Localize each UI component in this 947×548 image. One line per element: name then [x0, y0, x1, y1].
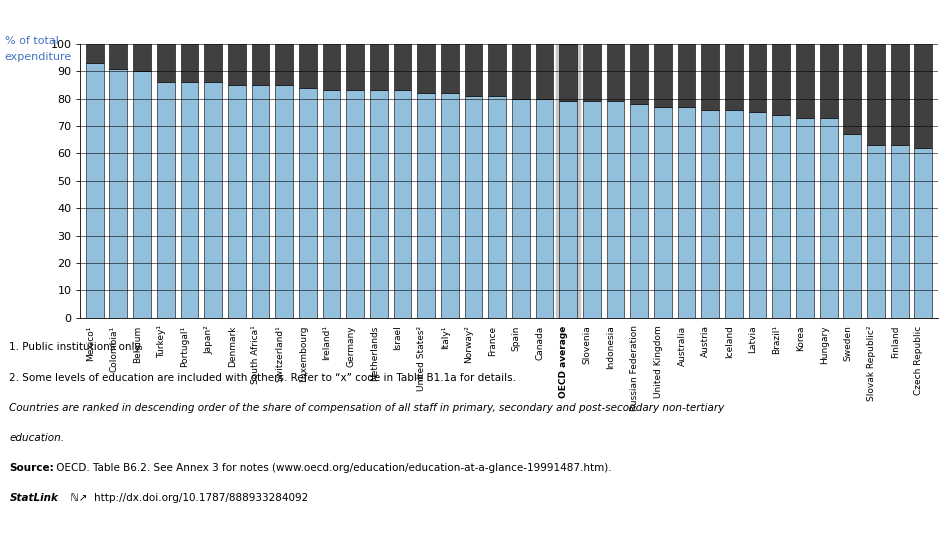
Text: 2. Some levels of education are included with others. Refer to “x” code in Table: 2. Some levels of education are included… [9, 373, 516, 383]
Bar [441, 93, 458, 318]
Bar [489, 96, 506, 318]
Bar [725, 110, 742, 318]
Bar [749, 112, 766, 318]
Bar [394, 90, 411, 318]
Bar [394, 44, 411, 90]
Bar [134, 44, 151, 71]
Bar [205, 82, 222, 318]
Bar [820, 44, 837, 118]
Bar [607, 101, 624, 318]
Bar [418, 93, 435, 318]
Bar [844, 134, 861, 318]
Bar [418, 44, 435, 93]
Bar [512, 99, 529, 318]
Bar [796, 118, 813, 318]
Bar [465, 44, 482, 96]
Bar [228, 85, 245, 318]
Bar [347, 44, 364, 90]
Bar [915, 148, 932, 318]
Bar [465, 96, 482, 318]
Bar [441, 44, 458, 93]
Text: OECD. Table B6.2. See Annex 3 for notes (www.oecd.org/education/education-at-a-g: OECD. Table B6.2. See Annex 3 for notes … [53, 463, 612, 473]
Bar [110, 68, 127, 318]
Bar [560, 44, 577, 101]
Bar [557, 44, 580, 318]
Bar [891, 44, 908, 145]
Bar [299, 44, 316, 88]
Bar [583, 44, 600, 101]
Bar [915, 44, 932, 148]
Bar [867, 44, 884, 145]
Bar [370, 90, 387, 318]
Bar [157, 44, 174, 82]
Bar [654, 107, 671, 318]
Bar [252, 85, 269, 318]
Bar [654, 44, 671, 107]
Bar [489, 44, 506, 96]
Bar [773, 115, 790, 318]
Bar [228, 44, 245, 85]
Bar [276, 44, 293, 85]
Text: Source:: Source: [9, 463, 54, 473]
Bar [299, 88, 316, 318]
Bar [844, 44, 861, 134]
Bar [205, 44, 222, 82]
Bar [323, 44, 340, 90]
Text: Countries are ranked in descending order of the share of compensation of all sta: Countries are ranked in descending order… [9, 403, 724, 413]
Bar [512, 44, 529, 99]
Bar [86, 63, 103, 318]
Bar [702, 110, 719, 318]
Text: StatLink: StatLink [9, 493, 59, 503]
Bar [607, 44, 624, 101]
Bar [678, 44, 695, 107]
Bar [725, 44, 742, 110]
Bar [252, 44, 269, 85]
Text: % of total: % of total [5, 36, 59, 45]
Bar [134, 71, 151, 318]
Bar [702, 44, 719, 110]
Bar [181, 82, 198, 318]
Text: education.: education. [9, 433, 64, 443]
Bar [796, 44, 813, 118]
Bar [678, 107, 695, 318]
Bar [560, 101, 577, 318]
Bar [891, 145, 908, 318]
Bar [181, 44, 198, 82]
Bar [157, 82, 174, 318]
Text: expenditure: expenditure [5, 52, 72, 62]
Bar [323, 90, 340, 318]
Bar [631, 104, 648, 318]
Bar [749, 44, 766, 112]
Bar [867, 145, 884, 318]
Bar [110, 44, 127, 68]
Text: 1. Public institutions only.: 1. Public institutions only. [9, 342, 143, 352]
Bar [583, 101, 600, 318]
Bar [347, 90, 364, 318]
Bar [536, 99, 553, 318]
Bar [370, 44, 387, 90]
Bar [86, 44, 103, 63]
Bar [536, 44, 553, 99]
Bar [820, 118, 837, 318]
Bar [276, 85, 293, 318]
Text: ℕ↗  http://dx.doi.org/10.1787/888933284092: ℕ↗ http://dx.doi.org/10.1787/88893328409… [64, 493, 309, 503]
Bar [631, 44, 648, 104]
Bar [773, 44, 790, 115]
